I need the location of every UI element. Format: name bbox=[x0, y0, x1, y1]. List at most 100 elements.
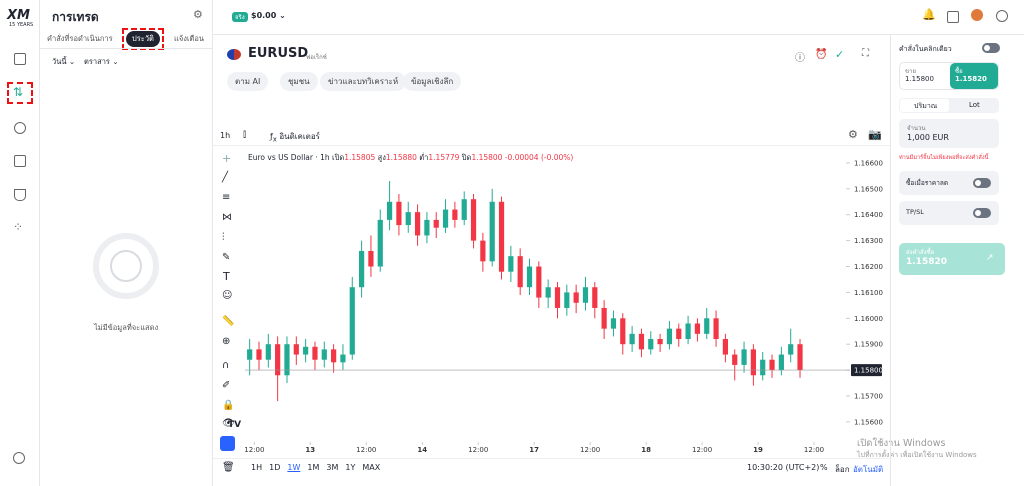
candle-type-icon[interactable]: ⫾ bbox=[243, 129, 247, 140]
range-button[interactable]: 1H bbox=[251, 463, 263, 472]
symbol-name: EURUSD bbox=[248, 46, 309, 61]
avatar[interactable] bbox=[971, 9, 983, 21]
symbol-tab[interactable]: ข้อมูลเชิงลึก bbox=[403, 72, 462, 91]
tool[interactable]: ⋈ bbox=[222, 212, 232, 223]
candle-body bbox=[676, 328, 682, 340]
symbol-tab[interactable]: ข่าวและบทวิเคราะห์ bbox=[320, 72, 407, 91]
camera-icon[interactable]: 📷 bbox=[868, 128, 882, 141]
one-click-toggle[interactable] bbox=[982, 43, 1000, 53]
legend-title: Euro vs US Dollar · 1h bbox=[248, 153, 330, 162]
buy-price: 1.15820 bbox=[955, 75, 987, 83]
y-tick-label: 1.16400 bbox=[854, 211, 883, 219]
range-button[interactable]: 1Y bbox=[345, 463, 356, 472]
sell-button[interactable] bbox=[899, 62, 999, 90]
tool[interactable]: ≡ bbox=[222, 192, 231, 203]
tab[interactable]: แจ้งเตือน bbox=[174, 34, 204, 43]
tpsl-label: TP/SL bbox=[906, 208, 924, 216]
tool[interactable]: ⊕ bbox=[222, 336, 231, 347]
divider bbox=[213, 458, 890, 459]
chart: 1.15600 1.15700 1.15800 1.15900 1.16000 1.161… bbox=[244, 159, 883, 454]
candle-body bbox=[377, 219, 383, 267]
balance[interactable]: $0.00 ⌄ bbox=[251, 11, 286, 20]
candle-body bbox=[508, 256, 514, 272]
candle-body bbox=[368, 250, 374, 267]
interval[interactable]: 1h bbox=[220, 131, 231, 140]
log-toggle[interactable]: ล็อก bbox=[835, 465, 850, 474]
volume-tab[interactable]: Lot bbox=[969, 101, 980, 109]
symbol-market: ฟอเร็กซ์ bbox=[306, 54, 327, 61]
icon-support[interactable] bbox=[13, 452, 25, 464]
icon-trade[interactable]: ⇅ bbox=[13, 85, 24, 99]
range-button[interactable]: MAX bbox=[362, 463, 381, 472]
volume-tab[interactable]: ปริมาณ bbox=[914, 102, 938, 110]
notification-icon[interactable]: 🔔 bbox=[922, 8, 936, 21]
legend-label: เปิด bbox=[332, 153, 345, 162]
candle-body bbox=[778, 354, 784, 371]
settings-icon[interactable]: ⚙ bbox=[193, 8, 203, 21]
candle-body bbox=[321, 349, 327, 360]
range-button[interactable]: 3M bbox=[326, 463, 339, 472]
alarm-icon[interactable]: ⏰ bbox=[815, 49, 828, 60]
tool[interactable]: T bbox=[223, 270, 230, 283]
fullscreen-icon[interactable]: ⛶ bbox=[862, 48, 869, 59]
icon-chart[interactable] bbox=[14, 53, 26, 65]
logo-sub: 15 YEARS bbox=[9, 22, 34, 28]
tpsl-toggle[interactable] bbox=[973, 208, 991, 218]
tool[interactable]: 📏 bbox=[222, 316, 235, 327]
legend-change: -0.00004 (-0.00%) bbox=[504, 153, 574, 162]
icon-grid[interactable]: ⁘ bbox=[13, 220, 24, 234]
tool[interactable]: ⫶ bbox=[222, 232, 225, 243]
info-icon[interactable]: ⓘ bbox=[795, 53, 805, 64]
percent-toggle[interactable]: % bbox=[820, 463, 828, 472]
candle-body bbox=[629, 333, 635, 345]
icon-rocket[interactable] bbox=[14, 122, 26, 134]
symbol-tab[interactable]: ตาม AI bbox=[227, 72, 269, 91]
submit-button[interactable] bbox=[899, 243, 1005, 275]
check-icon[interactable]: ✓ bbox=[835, 48, 845, 61]
range-button[interactable]: 1M bbox=[307, 463, 320, 472]
y-tick-label: 1.15700 bbox=[854, 392, 883, 400]
candle-body bbox=[638, 333, 645, 350]
indicators[interactable]: ƒx อินดิเคเตอร์ bbox=[270, 132, 320, 144]
filter[interactable]: ตราสาร ⌄ bbox=[84, 57, 119, 66]
globe-icon[interactable] bbox=[996, 10, 1008, 22]
amount-field[interactable] bbox=[899, 119, 999, 148]
empty-icon bbox=[93, 233, 159, 299]
delete-tool[interactable]: 🗑 bbox=[222, 462, 235, 473]
candle-body bbox=[433, 219, 439, 228]
tool[interactable]: + bbox=[222, 152, 232, 165]
amount-label: จำนวน bbox=[907, 125, 926, 132]
legend-label: ต่ำ bbox=[419, 153, 429, 162]
range-button[interactable]: 1W bbox=[287, 463, 301, 472]
candle-body bbox=[601, 307, 607, 329]
wallet-icon[interactable] bbox=[947, 11, 959, 23]
y-tick-label: 1.16100 bbox=[854, 289, 883, 297]
limit-toggle[interactable] bbox=[973, 178, 991, 188]
tool[interactable]: ☺ bbox=[222, 290, 233, 301]
tool[interactable]: ✎ bbox=[222, 252, 231, 263]
divider bbox=[40, 48, 213, 49]
x-tick-label: 12:00 bbox=[244, 446, 264, 454]
candle-body bbox=[293, 344, 299, 355]
buy-button[interactable] bbox=[950, 63, 998, 89]
tool-active[interactable] bbox=[220, 436, 235, 451]
tool[interactable]: ╱ bbox=[222, 172, 229, 183]
candle-body bbox=[256, 349, 262, 360]
indicators-label: อินดิเคเตอร์ bbox=[279, 132, 320, 141]
settings-icon[interactable]: ⚙ bbox=[848, 128, 858, 141]
tool[interactable]: 🔒 bbox=[222, 400, 235, 411]
symbol-tab[interactable]: ชุมชน bbox=[280, 72, 318, 91]
tool[interactable]: ∩ bbox=[222, 360, 230, 371]
auto-toggle[interactable]: อัตโนมัติ bbox=[853, 465, 884, 474]
icon-copy[interactable] bbox=[14, 155, 26, 167]
tab-active[interactable]: ประวัติ bbox=[126, 31, 160, 47]
icon-trophy[interactable] bbox=[14, 189, 26, 201]
filter[interactable]: วันนี้ ⌄ bbox=[52, 57, 76, 66]
tool[interactable]: ✐ bbox=[222, 380, 231, 391]
y-tick-label: 1.16500 bbox=[854, 185, 883, 193]
tab[interactable]: คำสั่งที่รอดำเนินการ bbox=[47, 34, 113, 43]
range-bar: 1H 1D 1W 1M 3M 1Y MAX bbox=[251, 463, 387, 472]
range-button[interactable]: 1D bbox=[269, 463, 281, 472]
tool[interactable]: 👁 bbox=[222, 418, 235, 429]
empty-icon-inner bbox=[110, 250, 142, 282]
